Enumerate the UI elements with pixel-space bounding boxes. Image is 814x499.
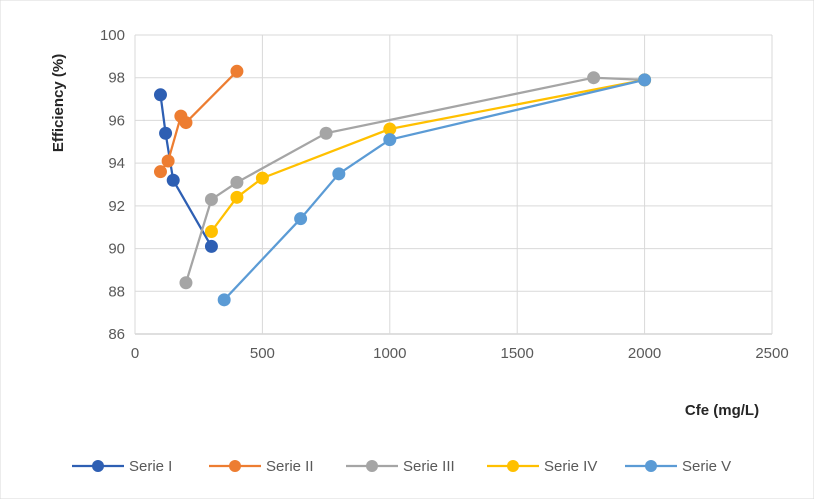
series-5 (217, 73, 652, 307)
data-point (332, 167, 346, 181)
data-point (383, 133, 397, 147)
data-point (204, 224, 218, 238)
series-line (184, 76, 645, 284)
data-point (255, 171, 269, 185)
legend-swatch-marker (507, 460, 519, 472)
y-tick-label: 98 (108, 70, 125, 87)
legend-label: Serie II (266, 458, 314, 475)
y-tick-label: 86 (108, 326, 125, 343)
y-tick-label: 90 (108, 241, 125, 258)
legend-label: Serie III (403, 458, 455, 475)
legend-swatch-marker (645, 460, 657, 472)
data-point (319, 126, 333, 140)
data-point (159, 126, 173, 140)
data-point (153, 165, 167, 179)
data-point (161, 154, 175, 168)
data-point (179, 276, 193, 290)
y-tick-label: 88 (108, 283, 125, 300)
legend-label: Serie V (682, 458, 731, 475)
data-point (230, 175, 244, 189)
legend-item: Serie I (72, 458, 172, 475)
legend: Serie I Serie II Serie III Serie IV Serie V (72, 458, 731, 475)
data-point (204, 192, 218, 206)
y-tick-label: 100 (100, 27, 125, 44)
y-tick-label: 94 (108, 155, 125, 172)
y-tick-label: 92 (108, 198, 125, 215)
data-point (179, 116, 193, 130)
x-tick-label: 2000 (628, 345, 661, 362)
x-axis-title: Cfe (mg/L) (685, 402, 759, 419)
x-tick-label: 2500 (755, 345, 788, 362)
legend-item: Serie III (346, 458, 455, 475)
legend-swatch-marker (92, 460, 104, 472)
legend-label: Serie IV (544, 458, 597, 475)
y-axis-title: Efficiency (%) (50, 54, 67, 152)
x-tick-label: 0 (131, 345, 139, 362)
data-point (204, 239, 218, 253)
legend-item: Serie IV (487, 458, 597, 475)
y-tick-label: 96 (108, 112, 125, 129)
series-layer (153, 64, 652, 307)
legend-swatch-marker (366, 460, 378, 472)
data-point (230, 64, 244, 78)
legend-label: Serie I (129, 458, 172, 475)
legend-item: Serie II (209, 458, 314, 475)
x-tick-label: 500 (250, 345, 275, 362)
data-point (217, 293, 231, 307)
x-tick-label: 1500 (501, 345, 534, 362)
data-point (166, 173, 180, 187)
data-point (153, 88, 167, 102)
series-2 (153, 64, 244, 179)
data-point (638, 73, 652, 87)
data-point (587, 71, 601, 85)
data-point (230, 190, 244, 204)
data-point (294, 212, 308, 226)
x-tick-label: 1000 (373, 345, 406, 362)
legend-swatch-marker (229, 460, 241, 472)
series-3 (179, 71, 652, 290)
legend-item: Serie V (625, 458, 731, 475)
